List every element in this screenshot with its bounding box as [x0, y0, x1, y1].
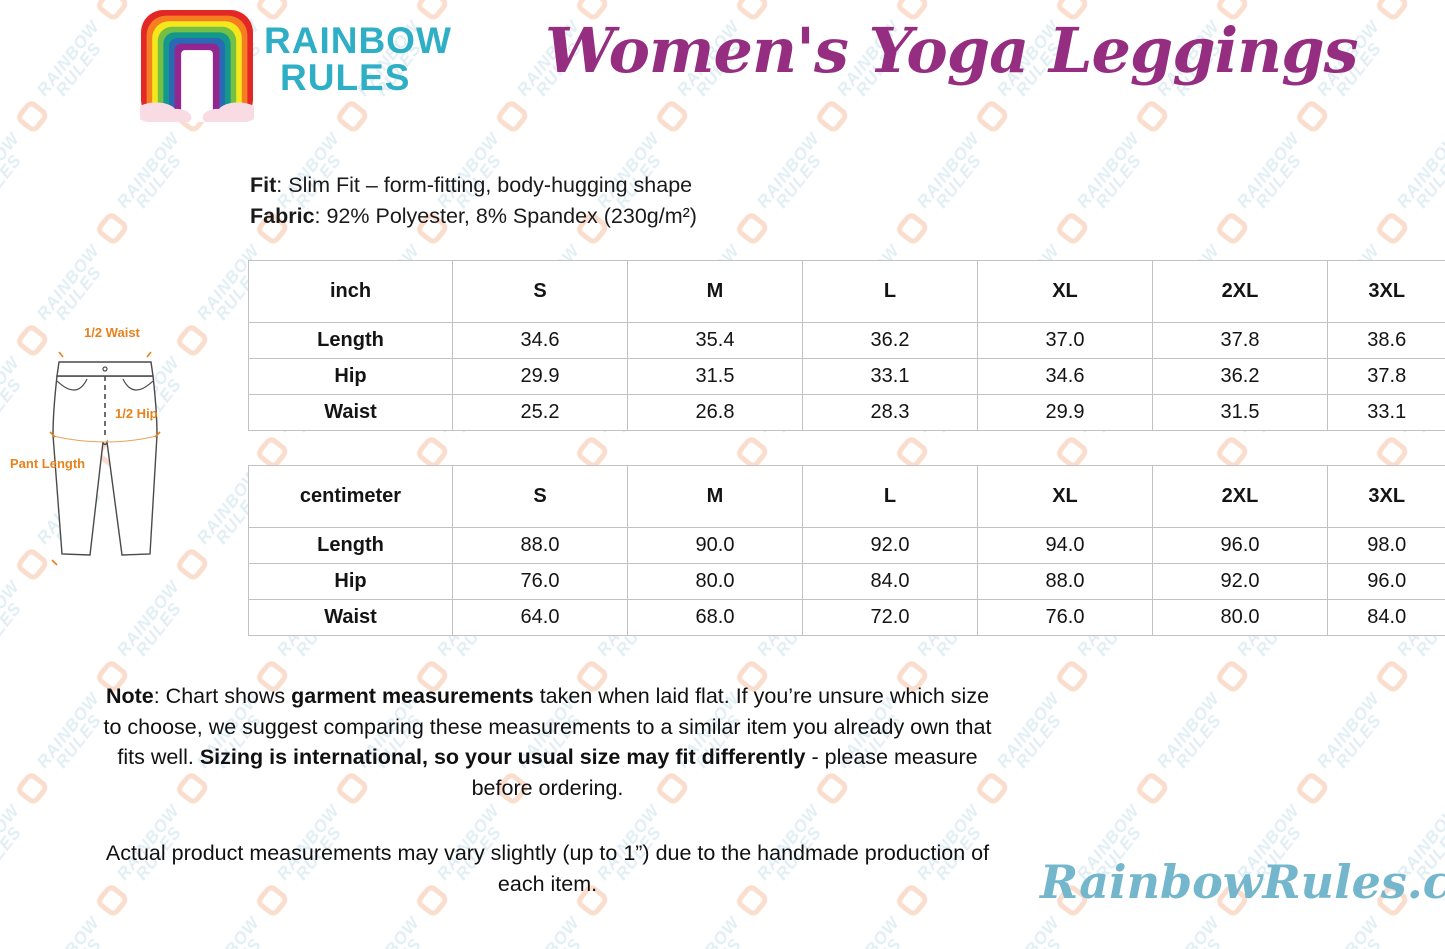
measurement-value: 38.6	[1327, 322, 1445, 359]
row-label: Waist	[248, 394, 453, 431]
row-label: Length	[248, 322, 453, 359]
measurement-value: 96.0	[1152, 527, 1328, 564]
header-row: centimeter S M L XL 2XL 3XL	[248, 465, 1445, 528]
measurement-value: 36.2	[1152, 358, 1328, 395]
measurement-value: 37.8	[1152, 322, 1328, 359]
measurement-value: 92.0	[802, 527, 978, 564]
sizing-note: Note: Chart shows garment measurements t…	[100, 681, 995, 803]
measurement-value: 88.0	[452, 527, 628, 564]
size-column-header: L	[802, 465, 978, 528]
measurement-value: 36.2	[802, 322, 978, 359]
table-row: Waist 25.2 26.8 28.3 29.9 31.5 33.1	[248, 394, 1445, 431]
measurement-value: 64.0	[452, 599, 628, 636]
brand-wordmark: RAINBOW RULES	[264, 22, 452, 96]
size-column-header: 3XL	[1327, 260, 1445, 323]
hip-measure-label: 1/2 Hip	[115, 406, 158, 421]
measurement-value: 76.0	[452, 563, 628, 600]
table-row: Length 88.0 90.0 92.0 94.0 96.0 98.0	[248, 527, 1445, 564]
size-column-header: M	[627, 260, 803, 323]
row-label: Waist	[248, 599, 453, 636]
measurement-value: 34.6	[977, 358, 1153, 395]
header-row: inch S M L XL 2XL 3XL	[248, 260, 1445, 323]
measurement-value: 37.0	[977, 322, 1153, 359]
size-column-header: XL	[977, 260, 1153, 323]
measurement-value: 80.0	[627, 563, 803, 600]
measurement-value: 33.1	[802, 358, 978, 395]
fabric-line: Fabric: 92% Polyester, 8% Spandex (230g/…	[250, 201, 697, 232]
size-table-inch: inch S M L XL 2XL 3XL Length 34.6 35.4 36.2 37.0 37.…	[248, 260, 1445, 431]
table-row: Length 34.6 35.4 36.2 37.0 37.8 38.6	[248, 322, 1445, 359]
measurement-value: 28.3	[802, 394, 978, 431]
size-column-header: 2XL	[1152, 465, 1328, 528]
rainbow-icon	[140, 10, 254, 122]
brand-name-line2: RULES	[280, 57, 411, 98]
centimeter-table-container: centimeter S M L XL 2XL 3XL Length 88.0 90.0 92.0 9…	[248, 465, 1445, 636]
pants-outline-drawing	[49, 351, 161, 566]
page-title: Women's Yoga Leggings	[545, 14, 1359, 87]
measurement-value: 80.0	[1152, 599, 1328, 636]
table-row: Hip 76.0 80.0 84.0 88.0 92.0 96.0	[248, 563, 1445, 600]
fit-value: : Slim Fit – form-fitting, body-hugging …	[276, 173, 693, 197]
cloud-right	[202, 102, 254, 122]
measurement-value: 26.8	[627, 394, 803, 431]
measurement-value: 37.8	[1327, 358, 1445, 395]
table-row: Waist 64.0 68.0 72.0 76.0 80.0 84.0	[248, 599, 1445, 636]
inch-table-container: inch S M L XL 2XL 3XL Length 34.6 35.4 36.2 37.0 37.…	[248, 260, 1445, 431]
note-text-2: taken when laid flat. If you’re unsure w…	[103, 684, 992, 769]
measurement-value: 94.0	[977, 527, 1153, 564]
product-info: Fit: Slim Fit – form-fitting, body-huggi…	[250, 170, 697, 232]
measurement-value: 29.9	[452, 358, 628, 395]
size-column-header: XL	[977, 465, 1153, 528]
note-bold-sizing: Sizing is international, so your usual s…	[199, 745, 806, 769]
brand-logo: RAINBOW RULES	[140, 10, 452, 122]
pants-measurement-diagram: 1/2 Waist 1/2 Hip Pant Length	[0, 320, 235, 600]
cloud-left	[140, 102, 192, 122]
size-column-header: S	[452, 260, 628, 323]
waist-measure-label: 1/2 Waist	[84, 325, 140, 340]
size-column-header: 3XL	[1327, 465, 1445, 528]
measurement-value: 96.0	[1327, 563, 1445, 600]
measurement-value: 25.2	[452, 394, 628, 431]
fit-label: Fit	[250, 173, 277, 197]
measurement-value: 92.0	[1152, 563, 1328, 600]
fit-line: Fit: Slim Fit – form-fitting, body-huggi…	[250, 170, 697, 201]
measurement-value: 31.5	[1152, 394, 1328, 431]
note-label: Note	[105, 684, 154, 708]
unit-header: inch	[248, 260, 453, 323]
measurement-value: 31.5	[627, 358, 803, 395]
measurement-value: 88.0	[977, 563, 1153, 600]
size-column-header: M	[627, 465, 803, 528]
brand-name-line1: RAINBOW	[264, 20, 452, 61]
note-text-3: - please measure before ordering.	[471, 745, 978, 800]
size-table-centimeter: centimeter S M L XL 2XL 3XL Length 88.0 90.0 92.0 9…	[248, 465, 1445, 636]
row-label: Hip	[248, 563, 453, 600]
length-measure-label: Pant Length	[10, 456, 86, 471]
size-column-header: 2XL	[1152, 260, 1328, 323]
measurement-value: 34.6	[452, 322, 628, 359]
measurement-value: 98.0	[1327, 527, 1445, 564]
measurement-value: 35.4	[627, 322, 803, 359]
unit-header: centimeter	[248, 465, 453, 528]
note-text: : Chart shows	[153, 684, 292, 708]
fabric-value: : 92% Polyester, 8% Spandex (230g/m²)	[314, 204, 697, 228]
fabric-label: Fabric	[250, 204, 315, 228]
note-bold-garment: garment measurements	[291, 684, 534, 708]
variance-note: Actual product measurements may vary sli…	[105, 841, 990, 896]
measurement-value: 68.0	[627, 599, 803, 636]
size-column-header: L	[802, 260, 978, 323]
measurement-value: 90.0	[627, 527, 803, 564]
measurement-value: 29.9	[977, 394, 1153, 431]
measurement-value: 84.0	[802, 563, 978, 600]
row-label: Hip	[248, 358, 453, 395]
row-label: Length	[248, 527, 453, 564]
size-column-header: S	[452, 465, 628, 528]
measurement-value: 72.0	[802, 599, 978, 636]
measurement-value: 84.0	[1327, 599, 1445, 636]
website-wordmark: RainbowRules.com	[1040, 855, 1445, 909]
measurement-value: 33.1	[1327, 394, 1445, 431]
measurement-value: 76.0	[977, 599, 1153, 636]
table-row: Hip 29.9 31.5 33.1 34.6 36.2 37.8	[248, 358, 1445, 395]
